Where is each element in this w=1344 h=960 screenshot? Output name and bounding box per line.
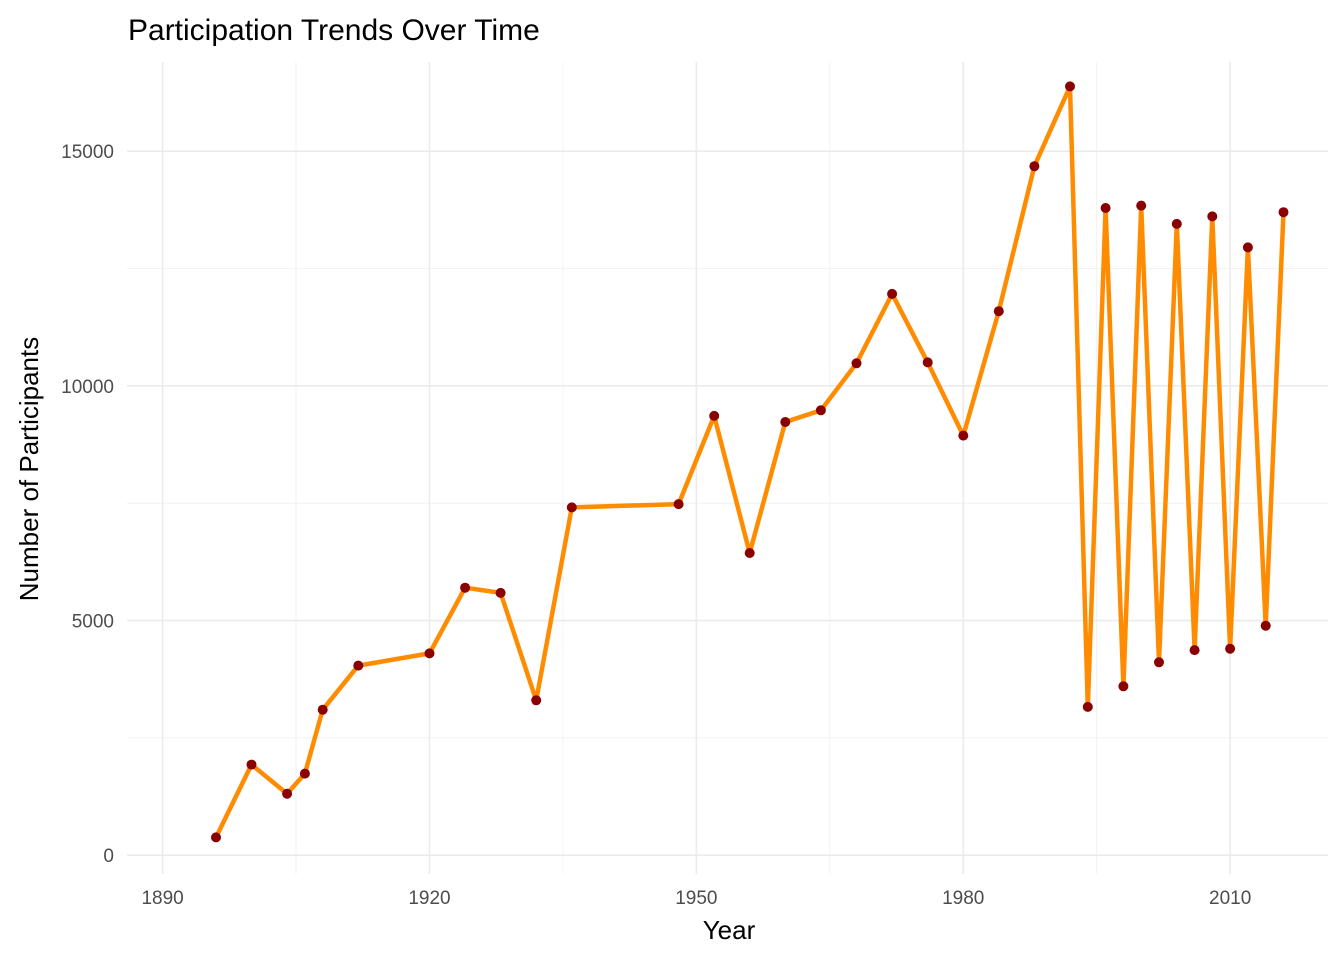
data-point [460, 582, 471, 593]
y-tick-label: 15000 [61, 142, 114, 163]
data-point [1065, 81, 1075, 92]
data-point [851, 358, 862, 369]
data-point [744, 548, 755, 558]
x-tick-label: 2010 [1209, 888, 1251, 909]
data-point [1136, 200, 1147, 211]
data-point [353, 660, 364, 671]
data-point [495, 587, 506, 598]
series-line [213, 84, 1286, 840]
series-layer [213, 84, 1286, 840]
data-point [299, 768, 310, 779]
data-point [1082, 701, 1093, 712]
x-tick-label: 1920 [408, 888, 450, 909]
x-tick-label: 1980 [942, 888, 984, 909]
x-tick-label: 1890 [141, 888, 183, 909]
data-point [958, 430, 969, 441]
data-point [1242, 242, 1253, 253]
data-point [993, 306, 1004, 317]
data-point [1154, 657, 1164, 668]
y-tick-label: 10000 [61, 377, 114, 398]
data-point [673, 499, 684, 510]
data-point [566, 502, 577, 513]
data-point [1278, 207, 1289, 218]
data-point [887, 288, 898, 299]
data-point [282, 788, 293, 799]
x-axis-ticks: 1890 1920 1950 1980 2010 [141, 888, 1251, 909]
data-point [1189, 645, 1200, 656]
data-point [531, 695, 542, 706]
data-point [1100, 203, 1111, 213]
y-axis-title: Number of Participants [14, 337, 44, 601]
data-point [317, 704, 328, 715]
data-point [424, 648, 435, 659]
data-point [211, 832, 221, 843]
y-axis-ticks: 0 5000 10000 15000 [61, 142, 114, 867]
data-point [1171, 218, 1182, 229]
y-tick-label: 0 [103, 846, 114, 867]
data-point [1225, 643, 1236, 654]
points-layer [211, 81, 1289, 843]
data-point [1029, 161, 1040, 172]
data-point [709, 410, 720, 421]
data-point [246, 759, 257, 770]
data-point [815, 405, 826, 416]
y-tick-label: 5000 [72, 612, 114, 633]
x-tick-label: 1950 [675, 888, 717, 909]
data-point [1260, 620, 1271, 631]
data-point [1118, 681, 1129, 692]
chart-title: Participation Trends Over Time [128, 14, 540, 47]
x-axis-title: Year [703, 915, 756, 945]
data-point [922, 357, 933, 368]
grid-lines [127, 62, 1328, 874]
data-point [1207, 211, 1218, 222]
data-point [780, 417, 791, 427]
